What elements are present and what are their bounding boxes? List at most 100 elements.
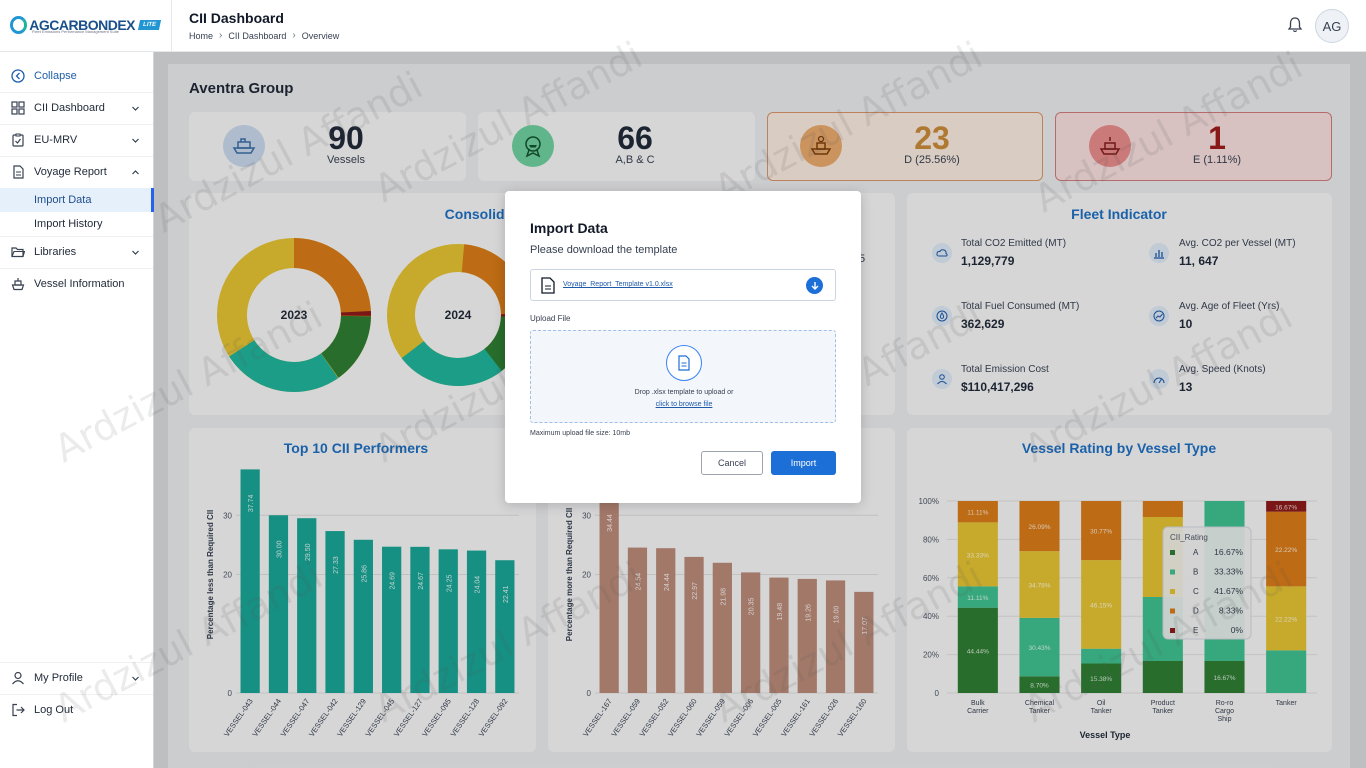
segment-value-label: 8.70% <box>1030 683 1049 690</box>
bar <box>353 539 373 693</box>
stat-card-abc[interactable]: 66 A,B & C <box>478 112 755 181</box>
bar-value-label: 24.69 <box>390 572 397 590</box>
bar <box>797 578 817 693</box>
chevron-right-icon: › <box>292 30 296 41</box>
chevron-down-icon <box>132 676 139 681</box>
chart-title: Top 10 CII Performers <box>284 440 429 456</box>
page-title: CII Dashboard <box>189 10 284 26</box>
stacked-bar-segment <box>1081 663 1122 693</box>
y-tick-label: 30 <box>582 511 591 520</box>
logo-mark-icon <box>10 16 28 34</box>
grid-icon <box>11 101 25 115</box>
segment-value-label: 46.15% <box>1090 602 1112 609</box>
stacked-bar-segment <box>957 522 998 587</box>
stacked-bar-segment <box>1266 501 1307 512</box>
stacked-bar-segment <box>957 607 998 693</box>
modal-subtitle: Please download the template <box>530 244 678 256</box>
tooltip-title: CII_Rating <box>1170 533 1208 542</box>
fleet-indicator-value: 1,129,779 <box>961 254 1015 268</box>
import-button[interactable]: Import <box>771 451 836 475</box>
download-arrow-icon <box>811 281 818 290</box>
sidebar-item-libraries[interactable]: Libraries <box>0 236 153 268</box>
bar-value-label: 24.67 <box>418 572 425 590</box>
fleet-indicator-card: Fleet Indicator Total CO2 Emitted (MT) 1… <box>907 193 1332 415</box>
bar-value-label: 21.98 <box>720 588 727 606</box>
file-drop-zone[interactable]: Drop .xlsx template to upload or click t… <box>530 330 836 423</box>
stat-card-vessels[interactable]: 90 Vessels <box>189 112 466 181</box>
breadcrumb-home[interactable]: Home <box>189 30 214 41</box>
ship-person-icon <box>800 125 842 167</box>
top-performers-card: Top 10 CII Performers 0 20 30 Percentage les… <box>189 428 536 752</box>
bar <box>297 518 317 693</box>
tooltip-series-name: B <box>1193 568 1198 577</box>
fleet-indicator-label: Total CO2 Emitted (MT) <box>961 238 1067 249</box>
sidebar-subitem-label: Import Data <box>34 194 92 206</box>
bar-value-label: 27.33 <box>333 556 340 574</box>
y-tick-label: 80% <box>923 535 939 544</box>
nav-divider <box>0 694 153 695</box>
sidebar-item-label: My Profile <box>34 672 83 684</box>
bar-value-label: 24.44 <box>664 573 671 591</box>
stat-value: 23 <box>914 120 950 156</box>
app-logo[interactable]: AGCARBONDEX LITE Fleet Emissions Perform… <box>10 14 162 36</box>
collapse-label: Collapse <box>34 70 77 82</box>
bar-value-label: 20.35 <box>749 598 756 616</box>
top-performers-chart: Top 10 CII Performers 0 20 30 Percentage les… <box>206 440 519 738</box>
bar <box>466 550 487 693</box>
cancel-button[interactable]: Cancel <box>701 451 763 475</box>
sidebar-item-my-profile[interactable]: My Profile <box>0 662 153 694</box>
sidebar-item-cii-dashboard[interactable]: CII Dashboard <box>0 92 153 124</box>
sidebar-subitem-import-data[interactable]: Import Data <box>0 188 154 212</box>
user-icon <box>12 671 24 685</box>
segment-value-label: 16.67% <box>1275 504 1297 511</box>
upload-file-icon <box>666 345 702 381</box>
fuel-drop-icon <box>932 306 952 326</box>
stat-card-d-rating[interactable]: 23 D (25.56%) <box>767 112 1043 181</box>
tooltip-swatch <box>1170 550 1175 555</box>
sidebar-item-voyage-report[interactable]: Voyage Report <box>0 156 153 188</box>
stat-label: A,B & C <box>615 154 655 166</box>
bar <box>410 546 430 693</box>
sidebar-collapse[interactable]: Collapse <box>0 60 153 92</box>
stacked-bar-segment <box>1019 676 1060 693</box>
browse-file-link[interactable]: click to browse file <box>655 401 713 408</box>
notification-bell-icon[interactable] <box>1286 16 1304 34</box>
upload-file-label: Upload File <box>530 314 571 323</box>
sidebar-item-log-out[interactable]: Log Out <box>0 694 153 726</box>
user-avatar[interactable]: AG <box>1315 9 1349 43</box>
sidebar-item-vessel-information[interactable]: Vessel Information <box>0 268 153 300</box>
fleet-indicator-label: Avg. Age of Fleet (Yrs) <box>1179 301 1280 312</box>
sidebar-item-label: Log Out <box>34 704 74 716</box>
sidebar-subitem-import-history[interactable]: Import History <box>0 212 154 236</box>
bar <box>741 572 761 693</box>
chevron-down-icon <box>132 106 139 111</box>
bar <box>495 560 515 693</box>
tooltip-swatch <box>1170 589 1175 594</box>
y-tick-label: 30 <box>223 511 232 520</box>
tooltip-series-name: C <box>1193 587 1199 596</box>
bar-value-label: 24.04 <box>475 576 482 594</box>
fleet-indicator-value: 11, 647 <box>1179 254 1219 268</box>
fleet-indicator-label: Total Emission Cost <box>961 364 1049 375</box>
y-tick-label: 0 <box>587 689 592 698</box>
download-button[interactable] <box>806 277 823 294</box>
template-file-link[interactable]: Voyage_Report_Template v1.0.xlsx <box>563 281 673 288</box>
speedometer-icon <box>1149 369 1169 389</box>
stat-card-e-rating[interactable]: 1 E (1.11%) <box>1055 112 1332 181</box>
bar-chart-icon <box>1149 243 1169 263</box>
fleet-indicator-value: $110,417,296 <box>961 380 1034 394</box>
tooltip-series-name: D <box>1193 607 1199 616</box>
ship-icon <box>223 125 265 167</box>
segment-value-label: 16.67% <box>1213 675 1235 682</box>
sidebar-item-eu-mrv[interactable]: EU-MRV <box>0 124 153 156</box>
stacked-bar-segment <box>1081 501 1122 561</box>
stat-value: 90 <box>328 120 364 156</box>
breadcrumb: Home › CII Dashboard › Overview <box>189 30 339 41</box>
bar <box>240 469 260 693</box>
tooltip-swatch <box>1170 628 1175 633</box>
breadcrumb-cii-dashboard[interactable]: CII Dashboard <box>228 30 287 41</box>
modal-title: Import Data <box>530 220 608 236</box>
segment-value-label: 33.33% <box>967 552 989 559</box>
bar-value-label: 22.41 <box>503 585 510 603</box>
bar <box>684 556 704 693</box>
